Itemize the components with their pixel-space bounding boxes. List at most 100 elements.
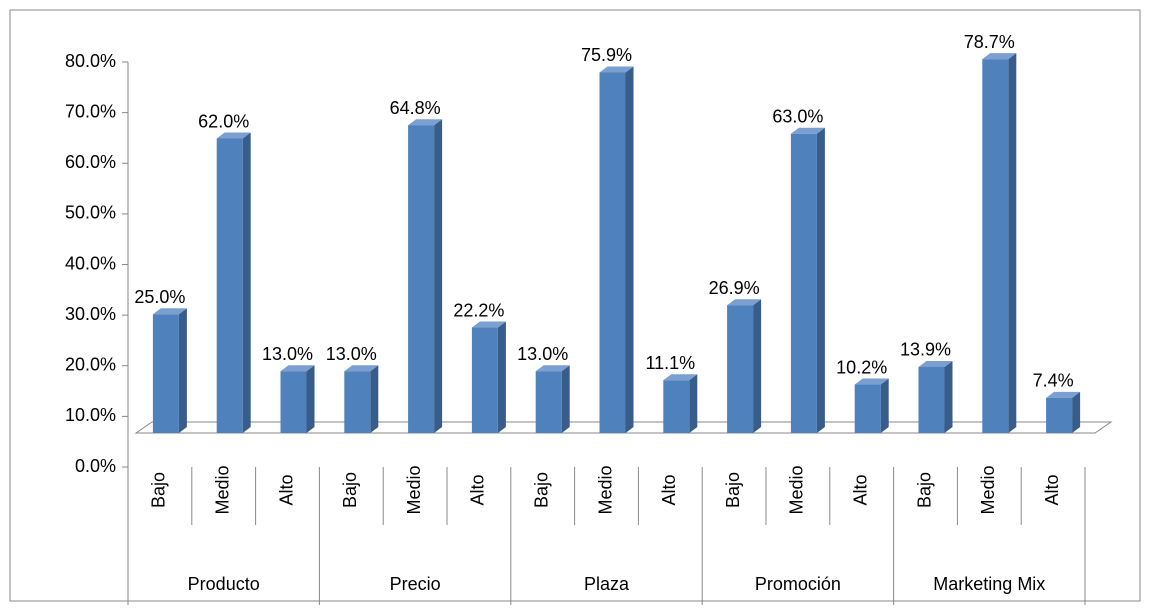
x-tick-label: Medio — [787, 465, 807, 514]
value-label: 13.0% — [326, 344, 377, 364]
group-label: Plaza — [584, 574, 630, 594]
value-label: 75.9% — [581, 45, 632, 65]
bar-front — [216, 138, 243, 433]
bar-front — [344, 371, 371, 433]
group-label: Precio — [390, 574, 441, 594]
y-tick-label: 60.0% — [65, 152, 116, 172]
bar-top — [727, 299, 762, 306]
bar — [663, 374, 698, 433]
x-tick-label: Alto — [659, 474, 679, 505]
x-tick-label: Alto — [468, 474, 488, 505]
bar-front — [408, 125, 435, 433]
bar-top — [535, 365, 570, 372]
bar-front — [471, 327, 498, 433]
bar-side — [753, 299, 762, 433]
x-tick-label: Medio — [595, 465, 615, 514]
bar-top — [854, 378, 889, 385]
bar-top — [152, 308, 187, 315]
bar-top — [408, 119, 443, 126]
bar — [344, 365, 379, 433]
bar-side — [434, 119, 443, 433]
bar-top — [216, 132, 251, 139]
bar — [599, 66, 634, 433]
x-tick-label: Medio — [404, 465, 424, 514]
y-tick-label: 40.0% — [65, 253, 116, 273]
group-label: Producto — [188, 574, 260, 594]
bar-side — [178, 308, 187, 433]
bar-top — [280, 365, 315, 372]
group-label: Marketing Mix — [933, 574, 1045, 594]
bar-side — [625, 66, 634, 433]
bar-side — [1072, 391, 1081, 433]
bar — [152, 308, 187, 433]
bar-top — [663, 374, 698, 381]
bar-front — [982, 59, 1009, 434]
bar-front — [1046, 397, 1073, 433]
bar-front — [663, 380, 690, 433]
bar-side — [306, 365, 315, 433]
bar-top — [471, 321, 506, 328]
bar — [854, 378, 889, 433]
x-tick-label: Medio — [978, 465, 998, 514]
bar-side — [561, 365, 570, 433]
bar — [727, 299, 762, 433]
y-tick-label: 50.0% — [65, 203, 116, 223]
bar-side — [370, 365, 379, 433]
value-label: 25.0% — [134, 287, 185, 307]
bar-side — [816, 127, 825, 433]
y-tick-label: 30.0% — [65, 304, 116, 324]
group-label: Promoción — [755, 574, 841, 594]
value-label: 10.2% — [836, 357, 887, 377]
value-label: 63.0% — [772, 107, 823, 127]
bar-top — [344, 365, 379, 372]
x-tick-label: Bajo — [149, 472, 169, 508]
bar-front — [854, 384, 881, 433]
bar-side — [242, 132, 251, 433]
value-label: 13.0% — [262, 344, 313, 364]
value-label: 26.9% — [709, 278, 760, 298]
bar-top — [918, 360, 953, 367]
x-tick-label: Bajo — [340, 472, 360, 508]
bar — [408, 119, 443, 433]
bar — [790, 127, 825, 433]
x-tick-label: Alto — [1042, 474, 1062, 505]
bar — [535, 365, 570, 433]
bar — [1046, 391, 1081, 433]
bar-side — [880, 378, 889, 433]
value-label: 13.9% — [900, 340, 951, 360]
bar — [280, 365, 315, 433]
bar-front — [918, 366, 945, 433]
bar-side — [689, 374, 698, 433]
y-tick-label: 80.0% — [65, 51, 116, 71]
x-tick-label: Medio — [212, 465, 232, 514]
bar-top — [599, 66, 634, 73]
bar-front — [280, 371, 307, 433]
value-label: 7.4% — [1033, 371, 1074, 391]
bar-side — [1008, 53, 1017, 434]
x-tick-label: Bajo — [723, 472, 743, 508]
y-tick-label: 70.0% — [65, 101, 116, 121]
value-label: 78.7% — [964, 32, 1015, 52]
value-label: 22.2% — [453, 300, 504, 320]
value-label: 13.0% — [517, 344, 568, 364]
x-tick-label: Bajo — [531, 472, 551, 508]
bar-side — [497, 321, 506, 433]
bar-top — [790, 127, 825, 134]
bar-top — [1046, 391, 1081, 398]
bar-front — [599, 72, 626, 433]
bar-top — [982, 53, 1017, 60]
bar-front — [790, 133, 817, 433]
bar-front — [152, 314, 179, 433]
y-tick-label: 0.0% — [75, 456, 116, 476]
value-label: 64.8% — [390, 98, 441, 118]
bar-side — [944, 360, 953, 433]
y-tick-label: 20.0% — [65, 355, 116, 375]
bar-front — [727, 305, 754, 433]
x-tick-label: Alto — [850, 474, 870, 505]
bar-front — [535, 371, 562, 433]
bar — [982, 53, 1017, 434]
bar — [918, 360, 953, 433]
x-tick-label: Bajo — [914, 472, 934, 508]
value-label: 11.1% — [645, 353, 695, 373]
